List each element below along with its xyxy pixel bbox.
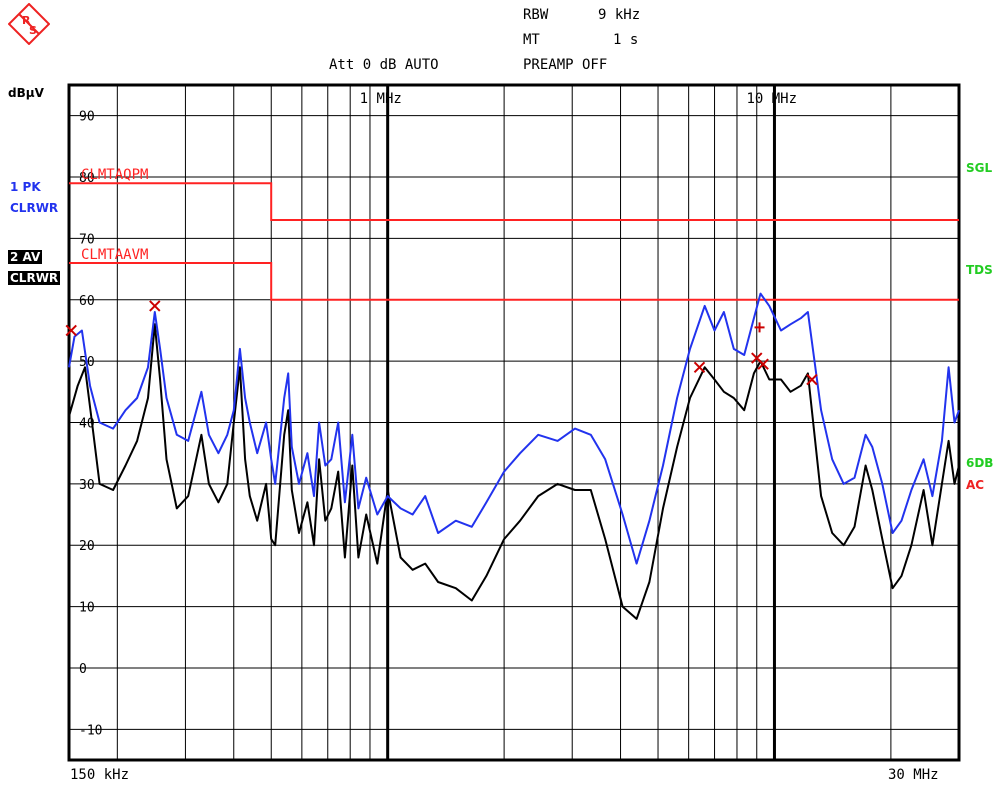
trace2-detector: 2 AV <box>8 250 43 264</box>
svg-text:R: R <box>22 14 31 27</box>
mt-value: 1 s <box>613 32 639 48</box>
marker-x <box>757 358 769 370</box>
x-tick-label: 1 MHz <box>360 91 402 107</box>
x-start-label: 150 kHz <box>70 767 130 783</box>
6db-indicator: 6DB <box>966 456 994 470</box>
sgl-indicator: SGL <box>966 161 993 175</box>
rbw-value: 9 kHz <box>598 7 641 23</box>
y-tick-label: 70 <box>79 232 95 247</box>
marker-plus <box>754 322 765 333</box>
rohde-schwarz-logo: R S <box>8 3 50 45</box>
y-tick-label: -10 <box>79 723 102 738</box>
marker-x <box>806 373 818 386</box>
trace2-mode: CLRWR <box>8 271 61 285</box>
trace-1-pk <box>68 292 960 565</box>
preamp-label: PREAMP OFF <box>523 57 608 73</box>
tds-indicator: TDS <box>966 263 993 277</box>
trace1-mode: CLRWR <box>10 201 59 215</box>
limit-line-label: CLMTAAVM <box>81 247 148 263</box>
limit-line <box>69 182 959 221</box>
trace1-detector: 1 PK <box>10 180 41 194</box>
x-tick-label: 10 MHz <box>746 91 797 107</box>
y-tick-label: 10 <box>79 601 95 616</box>
att-label: Att 0 dB AUTO <box>329 57 439 73</box>
x-stop-label: 30 MHz <box>888 767 939 783</box>
marker-x <box>65 324 77 337</box>
y-tick-label: 90 <box>79 110 95 125</box>
marker-x <box>149 300 161 312</box>
marker-x <box>693 361 706 373</box>
rbw-label: RBW <box>523 7 549 23</box>
y-tick-label: 60 <box>79 294 95 309</box>
limit-line <box>69 262 959 301</box>
y-tick-label: 20 <box>79 539 95 554</box>
limit-line-label: CLMTAQPM <box>81 167 148 183</box>
mt-label: MT <box>523 32 540 48</box>
svg-text:S: S <box>29 24 37 37</box>
y-tick-label: 30 <box>79 478 95 493</box>
unit-label: dBµV <box>8 86 44 100</box>
y-tick-label: 0 <box>79 662 87 677</box>
trace-2-av <box>68 323 960 620</box>
ac-indicator: AC <box>966 478 985 492</box>
